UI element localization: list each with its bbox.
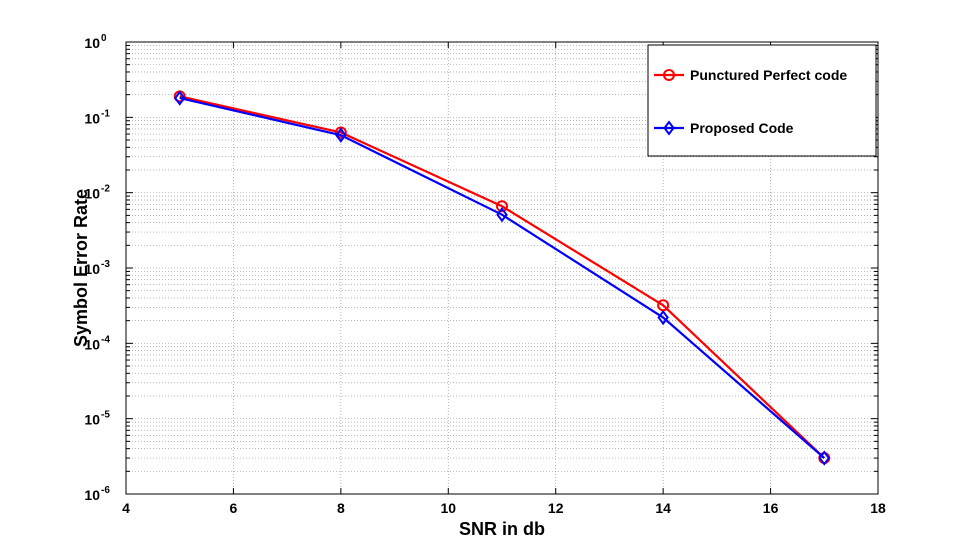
data-point-series-2: [657, 309, 669, 326]
y-tick-exponent: 0: [101, 33, 107, 44]
y-tick-label: 10: [84, 336, 100, 352]
legend-label-1: Punctured Perfect code: [690, 67, 847, 83]
legend-box: [647, 44, 877, 157]
x-tick-label: 12: [548, 500, 564, 516]
x-axis-tick-labels: 4 6 8 10 12 14 16 18: [122, 500, 886, 516]
data-point-series-2: [496, 207, 508, 223]
data-point-series-2: [173, 90, 186, 106]
y-tick-exponent: -3: [101, 259, 110, 270]
y-tick-exponent: -1: [101, 108, 110, 119]
y-tick-exponent: -4: [101, 334, 110, 345]
y-tick-exponent: -2: [101, 184, 110, 195]
x-tick-label: 4: [122, 500, 130, 516]
series-layer: [173, 90, 831, 466]
data-point-series-1: [334, 126, 347, 139]
legend-entry-1: Punctured Perfect code: [654, 67, 847, 83]
x-tick-label: 10: [440, 500, 456, 516]
x-tick-label: 8: [337, 500, 345, 516]
legend-label-2: Proposed Code: [690, 120, 794, 136]
y-tick-label: 10: [84, 412, 100, 428]
legend-marker-2: [663, 120, 675, 136]
y-tick-exponent: -6: [101, 485, 110, 496]
legend: Punctured Perfect code Proposed Code: [647, 44, 877, 157]
y-tick-label: 10: [84, 487, 100, 503]
y-tick-label: 10: [84, 110, 100, 126]
legend-marker-1: [663, 69, 675, 81]
y-tick-label: 10: [84, 35, 100, 51]
series-line-2: [179, 97, 826, 459]
legend-entry-2: Proposed Code: [654, 120, 794, 136]
y-tick-label: 10: [84, 261, 100, 277]
data-point-series-1: [496, 200, 508, 213]
series-2: [173, 90, 831, 466]
x-tick-label: 14: [655, 500, 671, 516]
x-tick-label: 18: [870, 500, 886, 516]
y-axis-title: Symbol Error Rate: [71, 189, 91, 347]
data-point-series-2: [335, 127, 347, 143]
y-tick-exponent: -5: [101, 410, 110, 421]
x-tick-label: 16: [763, 500, 779, 516]
data-point-series-2: [818, 450, 831, 466]
x-tick-label: 6: [230, 500, 238, 516]
series-line-1: [179, 95, 826, 459]
x-axis-title: SNR in db: [459, 519, 545, 539]
y-tick-label: 10: [84, 186, 100, 202]
